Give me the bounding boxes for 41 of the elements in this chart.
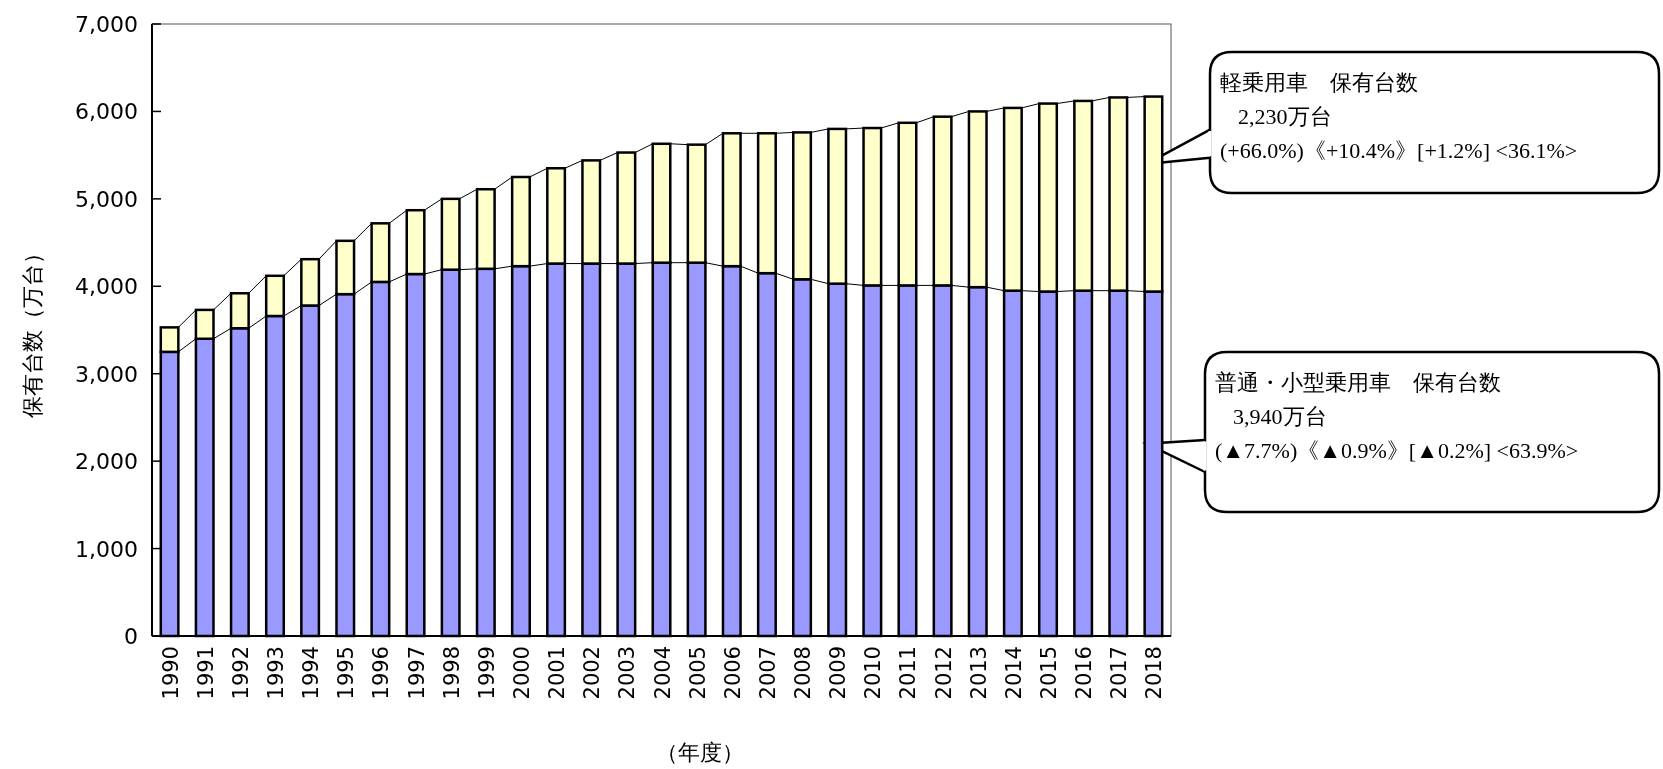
y-tick-label: 2,000 [75,449,138,475]
x-tick-label: 2006 [720,646,745,700]
x-tick-label: 2015 [1037,646,1062,700]
x-tick-label: 1996 [369,646,394,700]
x-tick-label: 2007 [755,646,780,700]
x-tick-label: 1994 [299,646,324,700]
y-tick-label: 3,000 [75,361,138,387]
x-tick-label: 2003 [615,646,640,700]
x-tick-label: 2012 [931,646,956,700]
x-tick-label: 2000 [509,646,534,700]
x-tick-label: 2018 [1142,646,1167,700]
x-tick-label: 1990 [158,646,183,700]
x-tick-label: 2010 [861,646,886,700]
x-tick-label: 2005 [685,646,710,700]
x-tick-label: 2004 [650,646,675,700]
x-tick-label: 1993 [263,646,288,700]
x-tick-label: 2014 [1001,646,1026,700]
x-tick-label: 2017 [1107,646,1132,700]
y-tick-label: 4,000 [75,274,138,300]
text: 軽乗用車 保有台数 2,230万台 (+66.0%)《+10.4%》[+1.2%] <36.1%> [1220,70,1578,163]
x-tick-label: 2001 [545,646,570,700]
y-tick-label: 6,000 [75,99,138,125]
x-tick-label: 2008 [791,646,816,700]
x-tick-label: 2009 [826,646,851,700]
x-axis-title: （年度） [656,740,744,765]
x-tick-label: 2002 [580,646,605,700]
x-tick-label: 1997 [404,646,429,700]
y-tick-label: 5,000 [75,186,138,212]
x-tick-label: 1992 [228,646,253,700]
x-tick-label: 2016 [1072,646,1097,700]
y-tick-label: 1,000 [75,536,138,562]
x-tick-label: 2013 [966,646,991,700]
x-tick-label: 1995 [334,646,359,700]
x-tick-label: 1999 [474,646,499,700]
y-axis-title: 保有台数（万台） [20,242,45,418]
x-tick-label: 2011 [896,646,921,700]
y-tick-label: 7,000 [75,12,138,37]
y-tick-label: 0 [124,624,138,649]
x-tick-label: 1991 [193,646,218,700]
text: 普通・小型乗用車 保有台数 3,940万台 (▲7.7%)《▲0.9%》[▲0.2%] <63.9%> [1215,370,1579,463]
x-tick-label: 1998 [439,646,464,700]
